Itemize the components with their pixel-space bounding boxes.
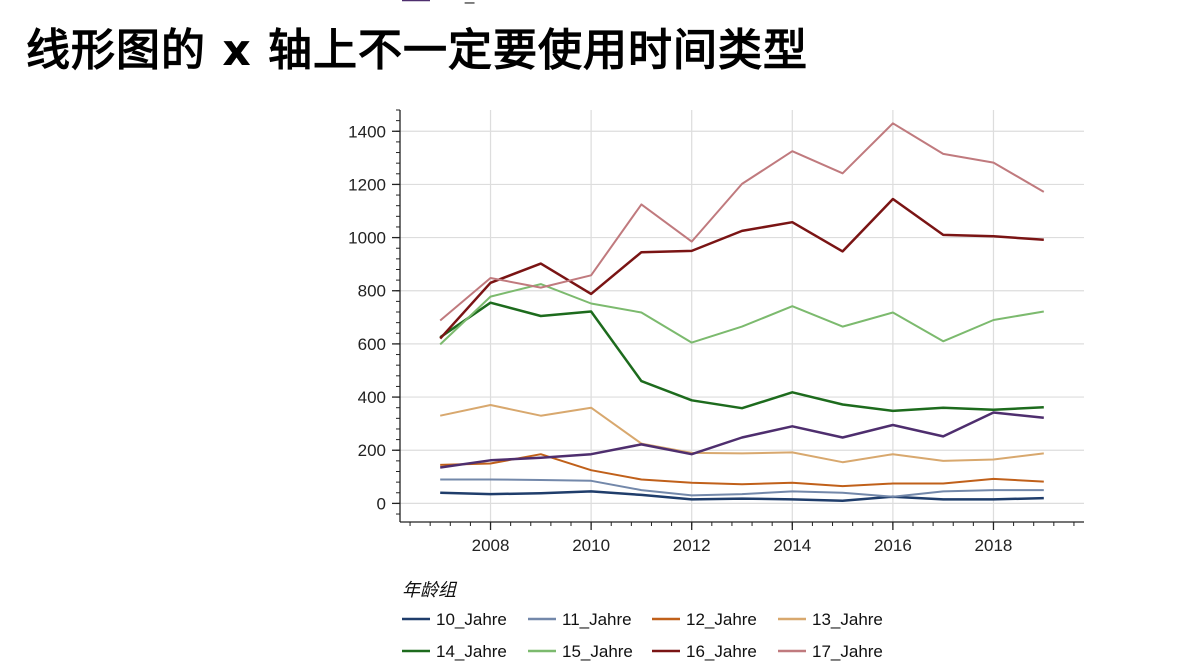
x-tick-label: 2014 (773, 536, 811, 555)
page-title: 线形图的 x 轴上不一定要使用时间类型 (26, 25, 809, 76)
series-line-11_Jahre (440, 478, 1044, 498)
chart-grid (400, 110, 1084, 522)
legend-label: 10_Jahre (436, 610, 507, 629)
chart-axes: 0 200 400 600 800 1000 1200 1400 2008 2010 2012 201… (348, 109, 1084, 555)
legend-item-11_Jahre[interactable]: 11_Jahre (528, 610, 632, 629)
legend-item-16_Jahre[interactable]: 16_Jahre (652, 642, 757, 661)
chart-legend: 年龄组 10_Jahre 11_Jahre 12_Jahre 13_Jahre 14_Ja… (402, 0, 883, 661)
x-tick-label: 2018 (975, 536, 1013, 555)
series-line-16_Jahre (439, 197, 1044, 340)
legend-label: 11_Jahre (562, 610, 632, 629)
series-line-14_Jahre (439, 301, 1044, 413)
legend-label: 14_Jahre (436, 642, 507, 661)
legend-label: 16_Jahre (686, 642, 757, 661)
chart-series (439, 122, 1045, 502)
legend-item-17_Jahre[interactable]: 17_Jahre (778, 642, 883, 661)
legend-item-12_Jahre[interactable]: 12_Jahre (652, 610, 757, 629)
legend-item-18+_Jahre[interactable]: 18+_Jahre (402, 0, 517, 4)
legend-item-13_Jahre[interactable]: 13_Jahre (778, 610, 883, 629)
legend-label: 18+_Jahre (436, 0, 517, 4)
legend-item-10_Jahre[interactable]: 10_Jahre (402, 610, 507, 629)
y-tick-label: 600 (358, 335, 386, 354)
y-tick-label: 200 (358, 441, 386, 460)
y-tick-label: 1000 (348, 229, 386, 248)
legend-label: 13_Jahre (812, 610, 883, 629)
legend-item-14_Jahre[interactable]: 14_Jahre (402, 642, 507, 661)
y-tick-label: 800 (358, 282, 386, 301)
x-tick-label: 2008 (472, 536, 510, 555)
legend-label: 15_Jahre (562, 642, 633, 661)
y-tick-label: 1400 (348, 122, 386, 141)
y-tick-label: 1200 (348, 175, 386, 194)
x-tick-label: 2016 (874, 536, 912, 555)
legend-item-15_Jahre[interactable]: 15_Jahre (528, 642, 633, 661)
legend-label: 12_Jahre (686, 610, 757, 629)
x-tick-label: 2010 (572, 536, 610, 555)
legend-title: 年龄组 (402, 580, 458, 601)
series-line-18+_Jahre (440, 411, 1044, 469)
y-tick-label: 0 (377, 494, 386, 513)
series-line-17_Jahre (439, 122, 1045, 322)
legend-label: 17_Jahre (812, 642, 883, 661)
series-line-15_Jahre (439, 283, 1044, 346)
y-tick-label: 400 (358, 388, 386, 407)
series-line-12_Jahre (440, 453, 1044, 488)
series-line-13_Jahre (439, 404, 1044, 464)
x-tick-label: 2012 (673, 536, 711, 555)
series-line-10_Jahre (440, 490, 1044, 502)
